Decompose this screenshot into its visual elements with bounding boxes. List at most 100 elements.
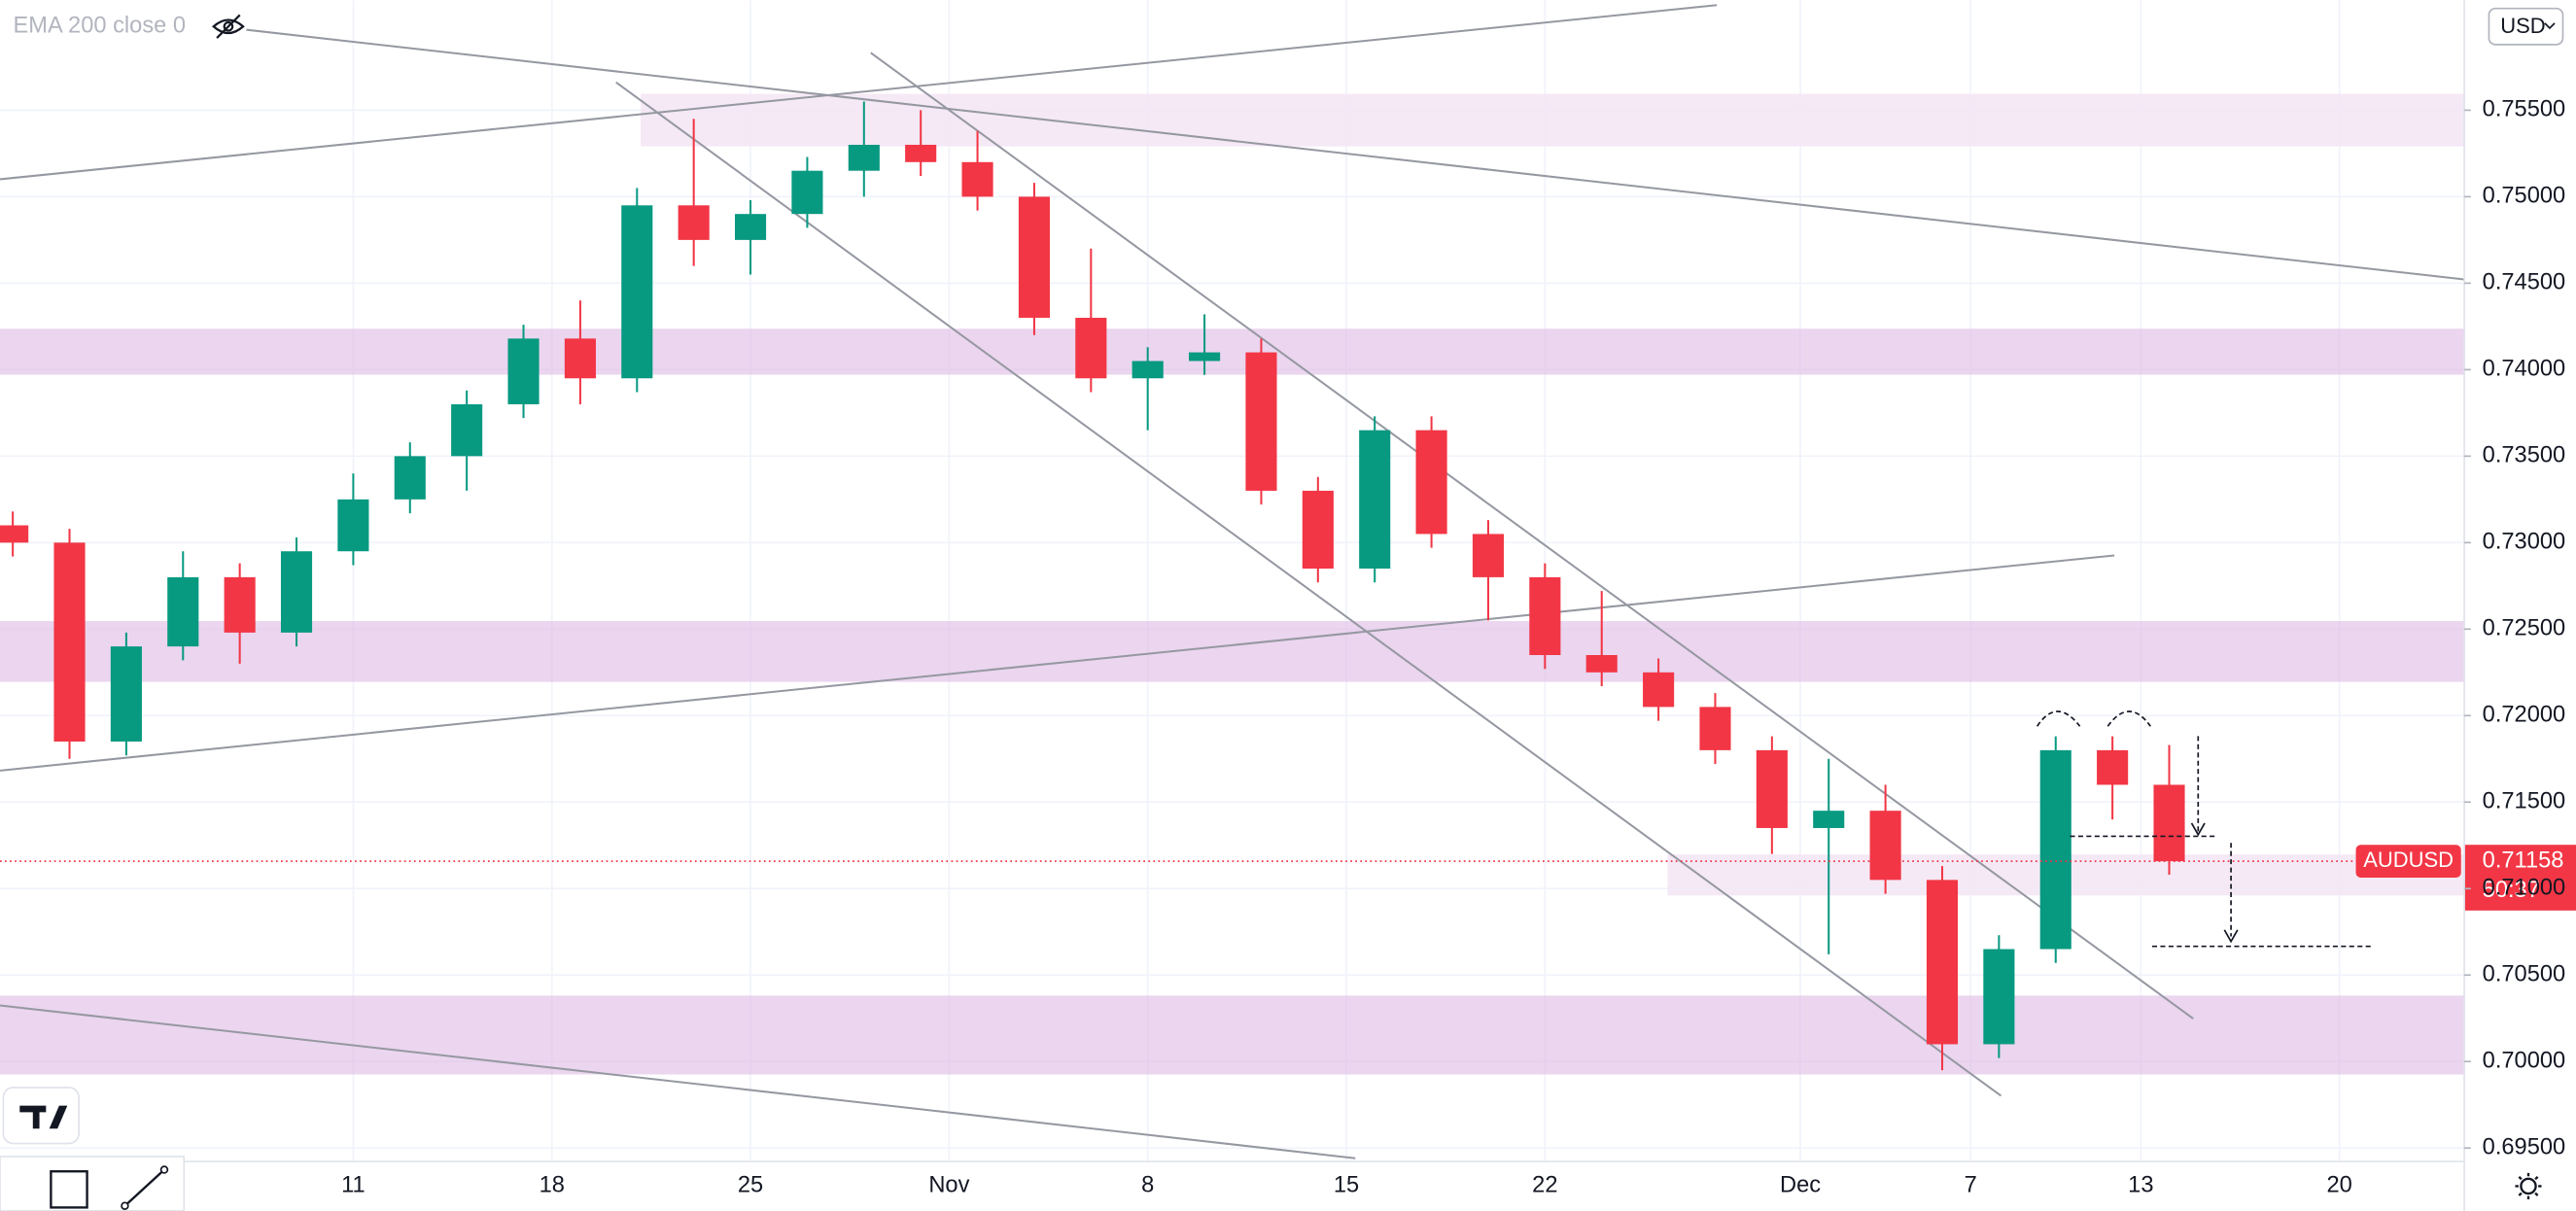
candle-body	[451, 403, 483, 457]
candle-body	[1813, 811, 1845, 828]
candle-body	[564, 338, 596, 379]
y-tick-label: 0.74500	[2483, 270, 2566, 295]
shoulder-arc	[2036, 710, 2081, 727]
line-tool[interactable]	[123, 1168, 165, 1207]
candle-body	[1869, 811, 1901, 881]
currency-label[interactable]: USD	[2500, 14, 2545, 38]
trend-lines	[0, 4, 2465, 1159]
candle-body	[678, 205, 710, 240]
candle-body	[1189, 352, 1221, 362]
candle-body	[1415, 430, 1447, 535]
arrow-head	[2223, 929, 2239, 944]
candle-body	[1075, 317, 1107, 379]
candle-body	[1245, 352, 1277, 491]
y-tick-label: 0.70000	[2483, 1048, 2566, 1073]
line-tool-handle	[121, 1201, 129, 1210]
symbol-label: AUDUSD	[2363, 848, 2454, 872]
pattern-drawings	[2036, 710, 2371, 948]
candle-body	[1699, 707, 1731, 750]
y-tick-label: 0.75500	[2483, 97, 2566, 122]
x-tick-label: 25	[738, 1173, 763, 1198]
candle-body	[507, 338, 540, 404]
trend-line	[0, 1004, 1356, 1159]
currency-box[interactable]	[2488, 7, 2564, 46]
currency-button[interactable]: USD	[2488, 7, 2564, 46]
logo[interactable]	[2, 1087, 80, 1145]
candle-body	[0, 525, 29, 543]
x-tick-label: 13	[2128, 1173, 2153, 1198]
y-tick-label: 0.71000	[2483, 876, 2566, 901]
x-tick-label: 18	[540, 1173, 565, 1198]
logo-mark	[19, 1105, 68, 1129]
y-tick-label: 0.74000	[2483, 357, 2566, 382]
candle-body	[1131, 361, 1164, 379]
candle-body	[224, 576, 256, 633]
trend-line	[246, 28, 2465, 281]
y-tick-label: 0.75000	[2483, 184, 2566, 209]
candle-body	[1529, 576, 1561, 655]
line-tool-handle	[159, 1165, 169, 1174]
candle-body	[1983, 949, 2015, 1045]
x-tick-label: 7	[1965, 1173, 1977, 1198]
candle-body	[167, 576, 199, 647]
trend-line	[870, 52, 2194, 1020]
candle-body	[2039, 749, 2071, 950]
candle-body	[2097, 749, 2129, 785]
indicator-label: EMA 200 close 0	[14, 14, 187, 39]
rectangle-tool[interactable]	[50, 1170, 88, 1209]
candle-body	[394, 456, 426, 500]
zone	[641, 93, 2465, 147]
countdown-label: 50:37	[2483, 878, 2540, 903]
x-tick-label: 22	[1532, 1173, 1557, 1198]
trend-line	[615, 81, 2002, 1097]
logo-box[interactable]	[2, 1087, 80, 1145]
candle-body	[791, 170, 823, 215]
x-tick-label: Dec	[1780, 1173, 1821, 1198]
candles	[0, 101, 2185, 1071]
zone	[0, 329, 2465, 375]
y-tick-label: 0.72000	[2483, 703, 2566, 728]
axes: 0.69500 0.70000 0.70500 0.71000 0.71500 0.720…	[341, 97, 2565, 1198]
x-tick-label: 11	[341, 1173, 366, 1198]
trend-line	[0, 554, 2115, 772]
candle-body	[1359, 430, 1391, 570]
settings-icon[interactable]	[2515, 1172, 2542, 1199]
y-tick-label: 0.70500	[2483, 961, 2566, 986]
x-tick-label: 15	[1334, 1173, 1359, 1198]
candle-body	[1472, 534, 1505, 577]
y-tick-label: 0.73000	[2483, 530, 2566, 555]
candle-body	[905, 144, 937, 162]
indicator-legend: EMA 200 close 0	[14, 14, 245, 39]
candle-body	[848, 144, 880, 171]
trend-line	[0, 4, 1718, 181]
candle-body	[734, 214, 767, 240]
shoulder-arc	[2106, 710, 2151, 727]
toolbar-box	[0, 1156, 186, 1211]
price-tag	[2464, 845, 2576, 911]
candle-body	[1018, 196, 1050, 318]
candle-body	[1302, 490, 1334, 570]
candle-body	[2153, 784, 2185, 862]
candle-body	[1756, 749, 1788, 828]
zone	[0, 621, 2465, 682]
candle-body	[1585, 654, 1618, 673]
arrow-head	[2190, 822, 2206, 837]
last-price-label: 0.71158	[2483, 848, 2564, 873]
candle-body	[1643, 672, 1675, 708]
candle-body	[280, 551, 313, 633]
candle-body	[961, 161, 993, 197]
candle-body	[53, 542, 86, 742]
candle-body	[110, 646, 142, 742]
x-tick-label: 20	[2326, 1173, 2351, 1198]
toolbar	[0, 1156, 186, 1211]
candle-body	[621, 205, 653, 379]
candle-body	[1926, 880, 1959, 1045]
symbol-tag	[2355, 845, 2461, 879]
y-tick-label: 0.69500	[2483, 1134, 2566, 1159]
candle-body	[337, 499, 369, 552]
zone	[0, 995, 2465, 1075]
x-tick-label: Nov	[928, 1173, 969, 1198]
hide-icon[interactable]	[212, 14, 245, 39]
